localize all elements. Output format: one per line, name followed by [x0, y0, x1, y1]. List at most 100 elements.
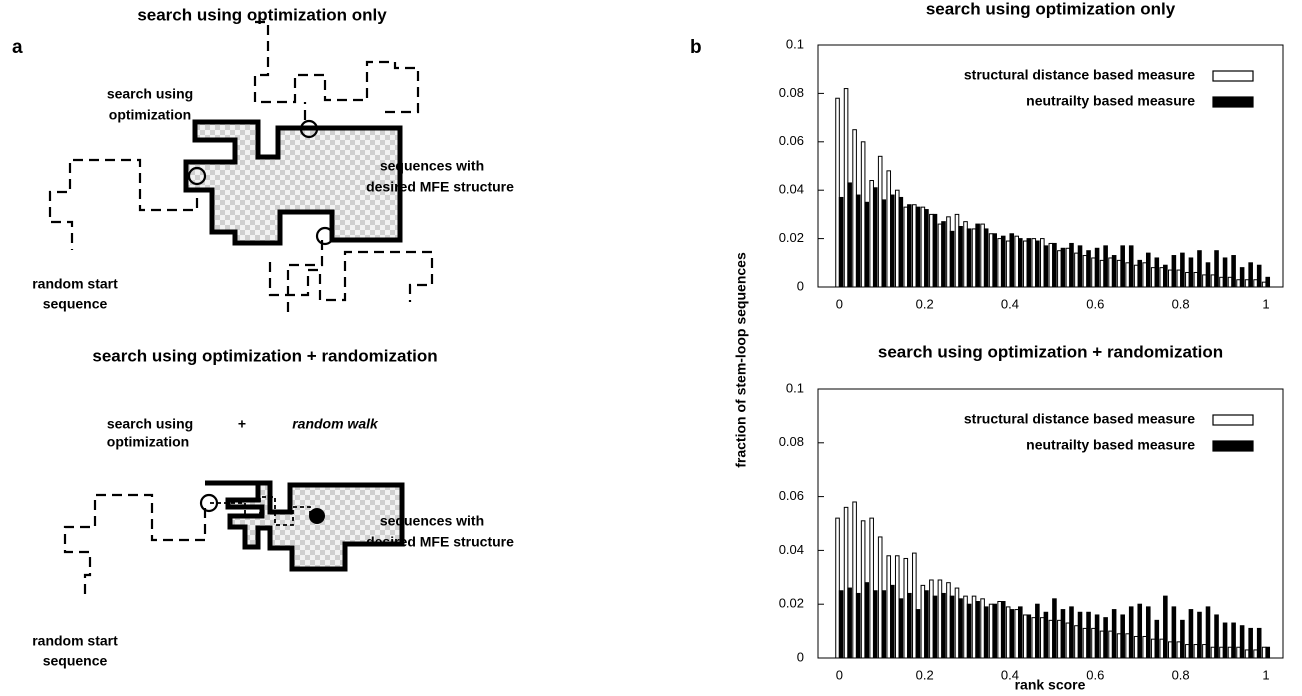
bar: [1254, 280, 1258, 287]
y-tick-label: 0.06: [779, 133, 804, 148]
bar: [1041, 618, 1045, 658]
bar: [1189, 610, 1193, 658]
bar: [1075, 626, 1079, 658]
bar: [1262, 647, 1266, 658]
bar: [870, 518, 874, 658]
bar: [1032, 239, 1036, 287]
figure: a search using optimization only search …: [0, 0, 1302, 696]
bar: [1143, 263, 1147, 287]
bar: [1129, 246, 1133, 287]
bar: [1032, 618, 1036, 658]
bar: [1189, 258, 1193, 287]
bar: [887, 556, 891, 658]
bar: [1019, 607, 1023, 658]
bar: [1198, 612, 1202, 658]
panel-a: a search using optimization only search …: [12, 5, 514, 668]
bar: [1254, 650, 1258, 658]
bar: [839, 197, 843, 287]
bar: [972, 229, 976, 287]
bar: [1104, 246, 1108, 287]
target-label: sequences with: [380, 158, 484, 174]
bar: [1083, 628, 1087, 658]
bar: [1164, 265, 1168, 287]
bar: [878, 537, 882, 658]
bar: [1001, 602, 1005, 658]
x-tick-label: 0.2: [916, 296, 934, 311]
bar: [1215, 615, 1219, 658]
bar: [1023, 241, 1027, 287]
bar: [925, 591, 929, 658]
bar: [861, 521, 865, 658]
bar: [1001, 236, 1005, 287]
bar: [1266, 647, 1270, 658]
bar: [1168, 270, 1172, 287]
bar: [1023, 615, 1027, 658]
x-tick-label: 0.8: [1172, 667, 1190, 682]
bar: [933, 596, 937, 658]
bar: [899, 599, 903, 658]
bar: [1117, 634, 1121, 658]
panel-label: a: [12, 37, 23, 58]
bar: [1186, 645, 1190, 658]
bar: [998, 239, 1002, 287]
bar: [1249, 263, 1253, 287]
bar: [1215, 251, 1219, 287]
bar: [1194, 645, 1198, 658]
bar: [1129, 607, 1133, 658]
bar: [930, 580, 934, 658]
bar: [1168, 642, 1172, 658]
bar: [1117, 260, 1121, 287]
bar: [1151, 268, 1155, 287]
bar: [1100, 260, 1104, 287]
legend-swatch: [1213, 415, 1253, 425]
chart-title: search using optimization + randomizatio…: [878, 342, 1223, 361]
bar: [1206, 607, 1210, 658]
bar: [913, 205, 917, 287]
y-tick-label: 0.1: [786, 380, 804, 395]
x-tick-label: 0.2: [916, 667, 934, 682]
bar: [993, 234, 997, 287]
bar: [942, 222, 946, 287]
bar: [1155, 258, 1159, 287]
bar: [964, 222, 968, 287]
search-label: search using: [107, 86, 193, 102]
bar: [1075, 253, 1079, 287]
bar: [1245, 280, 1249, 287]
bar: [895, 556, 899, 658]
bar: [861, 142, 865, 287]
bar: [1092, 628, 1096, 658]
bar: [1109, 631, 1113, 658]
bar: [1121, 615, 1125, 658]
y-tick-label: 0.06: [779, 488, 804, 503]
bar: [904, 558, 908, 658]
legend-swatch: [1213, 97, 1253, 107]
bar: [1262, 282, 1266, 287]
bar: [908, 205, 912, 287]
x-tick-label: 0.4: [1001, 667, 1019, 682]
bar: [998, 602, 1002, 658]
bar: [1095, 248, 1099, 287]
bar: [1027, 615, 1031, 658]
bar: [1134, 636, 1138, 658]
bar: [1078, 612, 1082, 658]
bar: [1237, 647, 1241, 658]
bar: [1121, 246, 1125, 287]
bar: [1223, 258, 1227, 287]
bar: [836, 518, 840, 658]
bar: [1186, 272, 1190, 287]
bar: [844, 507, 848, 658]
bar: [1044, 612, 1048, 658]
bar: [989, 604, 993, 658]
bar: [1228, 647, 1232, 658]
bar: [933, 214, 937, 287]
bar: [1006, 241, 1010, 287]
bar: [1198, 251, 1202, 287]
bar: [856, 195, 860, 287]
x-tick-label: 0: [836, 296, 843, 311]
bar: [976, 224, 980, 287]
bar: [882, 200, 886, 287]
bar: [878, 156, 882, 287]
target-label: desired MFE structure: [366, 534, 514, 550]
bar: [916, 207, 920, 287]
bar: [844, 89, 848, 287]
